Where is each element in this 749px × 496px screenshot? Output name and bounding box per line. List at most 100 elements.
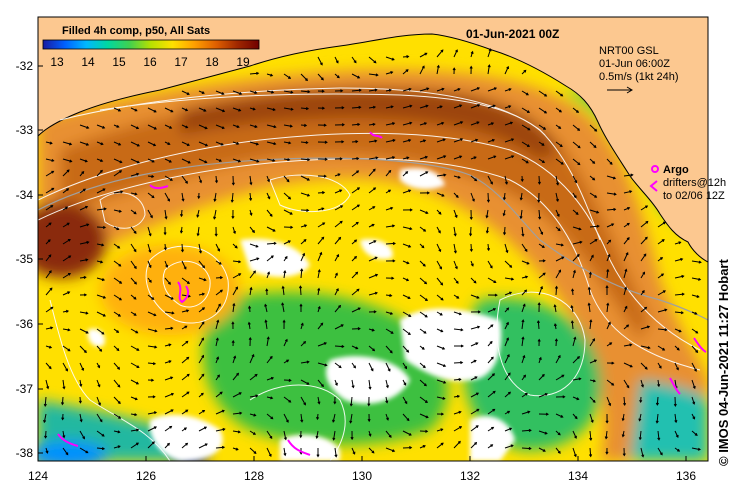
current-vector-head — [255, 394, 259, 398]
current-vector — [181, 443, 188, 449]
current-vector-head — [374, 88, 378, 92]
current-vector-head — [593, 359, 598, 363]
current-vector-head — [678, 329, 682, 333]
current-vector — [351, 271, 358, 279]
current-vector-head — [356, 204, 360, 208]
current-vector — [45, 205, 53, 211]
current-vector — [147, 158, 155, 163]
current-vector-head — [409, 121, 413, 125]
current-vector — [79, 259, 88, 262]
current-vector-head — [248, 336, 252, 341]
current-vector-head — [506, 354, 510, 358]
current-vector-head — [167, 142, 171, 145]
current-vector — [147, 294, 154, 300]
current-vector — [351, 123, 360, 126]
current-vector — [402, 260, 409, 264]
current-vector — [113, 158, 122, 163]
current-vector-head — [50, 326, 54, 330]
current-vector-head — [136, 160, 140, 164]
current-vector — [164, 158, 172, 163]
current-vector-head — [522, 354, 526, 359]
current-vector — [198, 321, 205, 330]
current-vector-head — [470, 263, 474, 267]
current-vector-head — [101, 433, 105, 437]
isobath-line — [38, 157, 708, 321]
current-vector-head — [494, 293, 498, 297]
current-vector-head — [166, 442, 170, 446]
current-vector-head — [527, 110, 531, 113]
current-vector-head — [457, 175, 461, 179]
current-vector — [606, 208, 616, 211]
current-vector — [538, 124, 546, 130]
current-vector — [62, 239, 71, 245]
current-vector — [300, 396, 306, 405]
current-vector-head — [65, 452, 69, 456]
current-vector-head — [527, 144, 531, 147]
current-vector-head — [508, 88, 512, 92]
legend-model: NRT00 GSL — [599, 45, 659, 57]
current-vector-head — [133, 230, 137, 234]
current-vector — [79, 223, 89, 228]
current-vector-head — [341, 106, 345, 110]
current-vector — [332, 413, 336, 423]
current-vector — [283, 124, 293, 127]
current-vector-head — [389, 311, 394, 315]
current-vector-head — [353, 60, 357, 64]
current-vector-head — [575, 212, 579, 215]
current-vector — [453, 88, 460, 92]
current-vector — [504, 337, 509, 347]
current-vector-head — [453, 250, 457, 254]
current-vector — [181, 374, 190, 381]
current-vector-head — [609, 342, 613, 346]
current-vector-head — [303, 239, 307, 242]
current-vector-head — [623, 402, 627, 406]
current-vector — [487, 277, 496, 283]
current-vector-head — [97, 384, 101, 388]
current-vector-head — [424, 298, 428, 301]
current-vector — [385, 430, 392, 438]
current-vector — [334, 237, 341, 245]
current-vector — [521, 429, 531, 432]
current-vector-head — [341, 140, 345, 144]
current-vector — [640, 253, 647, 262]
current-vector — [164, 175, 173, 181]
current-vector — [181, 391, 190, 398]
current-vector-head — [50, 306, 54, 310]
current-vector — [368, 73, 378, 76]
current-vector-head — [645, 205, 649, 209]
current-vector — [113, 362, 120, 370]
current-vector-head — [455, 49, 458, 53]
current-vector — [62, 255, 71, 262]
current-vector-head — [116, 124, 120, 128]
current-vector — [249, 395, 258, 398]
current-vector — [521, 158, 529, 164]
current-vector-head — [697, 447, 701, 451]
current-vector-head — [641, 290, 645, 294]
current-vector-head — [319, 62, 323, 66]
current-vector-head — [386, 417, 389, 421]
current-vector — [62, 222, 70, 228]
current-vector-head — [49, 287, 53, 291]
lon-tick: 126 — [136, 469, 156, 483]
current-vector-head — [372, 168, 376, 172]
current-vector-head — [405, 69, 409, 73]
current-vector-head — [644, 306, 648, 310]
current-vector-head — [317, 287, 321, 291]
current-vector — [521, 124, 530, 131]
current-vector-head — [356, 156, 360, 161]
current-vector — [249, 270, 256, 279]
current-vector — [402, 139, 411, 143]
current-vector-head — [136, 348, 140, 351]
current-vector — [402, 122, 412, 126]
current-vector-head — [118, 142, 122, 146]
current-vector-head — [213, 198, 217, 202]
current-vector-head — [490, 444, 494, 447]
current-vector — [623, 252, 629, 262]
current-vector-head — [68, 142, 73, 146]
current-vector — [300, 341, 306, 347]
current-vector — [572, 356, 580, 364]
current-vector-head — [135, 442, 139, 446]
current-vector-head — [179, 230, 183, 234]
current-vector — [351, 307, 361, 313]
current-vector-head — [426, 191, 430, 195]
